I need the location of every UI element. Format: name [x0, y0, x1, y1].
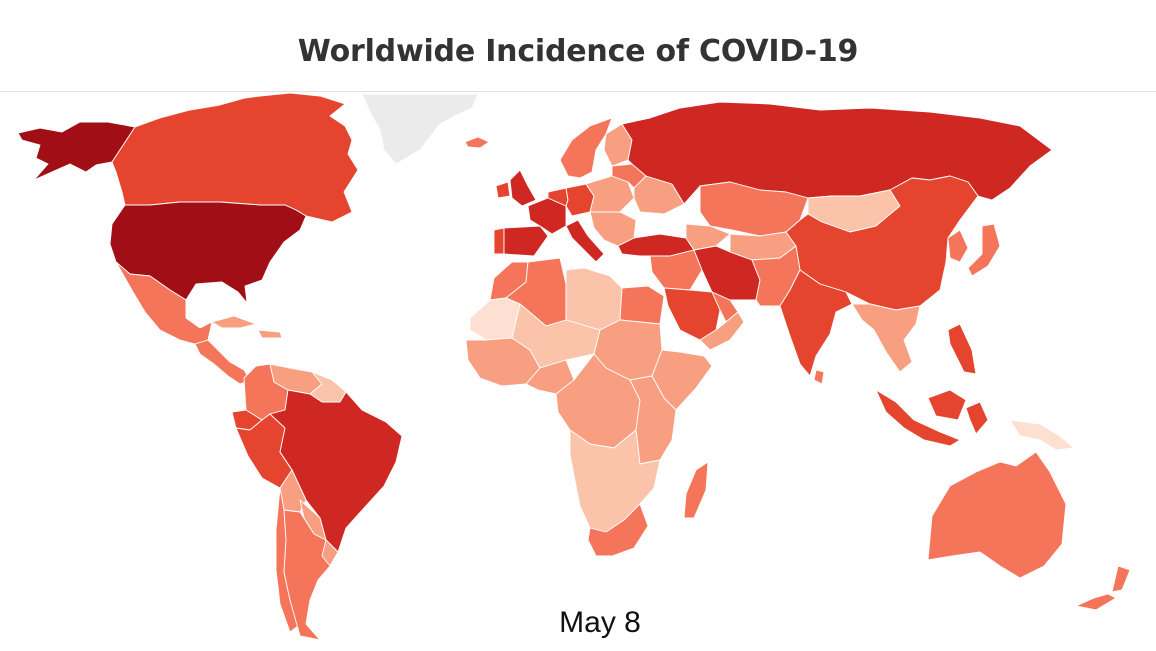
region-iraq-syria[interactable]: [649, 249, 703, 291]
region-egypt[interactable]: [619, 285, 665, 325]
region-libya[interactable]: [565, 267, 623, 331]
region-russia[interactable]: [621, 101, 1053, 205]
region-korea[interactable]: [947, 229, 969, 263]
region-japan[interactable]: [967, 223, 1001, 277]
region-sahel[interactable]: [511, 303, 601, 369]
region-philippines[interactable]: [947, 323, 977, 375]
region-cuba[interactable]: [211, 315, 257, 329]
region-spain[interactable]: [503, 225, 549, 257]
region-portugal[interactable]: [493, 227, 505, 255]
region-yemen-oman[interactable]: [699, 311, 745, 351]
region-canada[interactable]: [111, 92, 359, 223]
region-alaska[interactable]: [17, 121, 136, 181]
region-argentina[interactable]: [283, 509, 339, 641]
region-papua-new-guinea[interactable]: [1009, 419, 1075, 451]
region-new-zealand[interactable]: [1075, 565, 1131, 611]
region-central-america[interactable]: [194, 339, 251, 385]
region-indonesia[interactable]: [875, 389, 989, 447]
region-southeast-asia[interactable]: [851, 303, 921, 373]
region-caribbean[interactable]: [257, 329, 283, 339]
region-greenland: [361, 93, 479, 165]
region-uruguay[interactable]: [321, 539, 339, 567]
world-choropleth-map: [17, 92, 1131, 641]
region-ireland[interactable]: [495, 181, 511, 199]
region-iceland[interactable]: [464, 136, 490, 149]
header: Worldwide Incidence of COVID-19: [0, 0, 1156, 92]
page-title: Worldwide Incidence of COVID-19: [297, 34, 859, 69]
region-scandinavia[interactable]: [559, 117, 613, 179]
region-sri-lanka[interactable]: [813, 369, 825, 385]
region-saudi-arabia[interactable]: [663, 287, 721, 341]
date-label: May 8: [559, 606, 641, 639]
region-india[interactable]: [779, 269, 853, 377]
region-mauritania[interactable]: [469, 297, 521, 341]
region-east-africa[interactable]: [629, 375, 677, 465]
region-australia[interactable]: [927, 451, 1067, 579]
region-uk[interactable]: [509, 169, 537, 207]
region-brazil[interactable]: [269, 389, 403, 553]
region-italy[interactable]: [565, 219, 605, 263]
region-madagascar[interactable]: [683, 461, 709, 519]
region-south-africa[interactable]: [587, 503, 649, 557]
